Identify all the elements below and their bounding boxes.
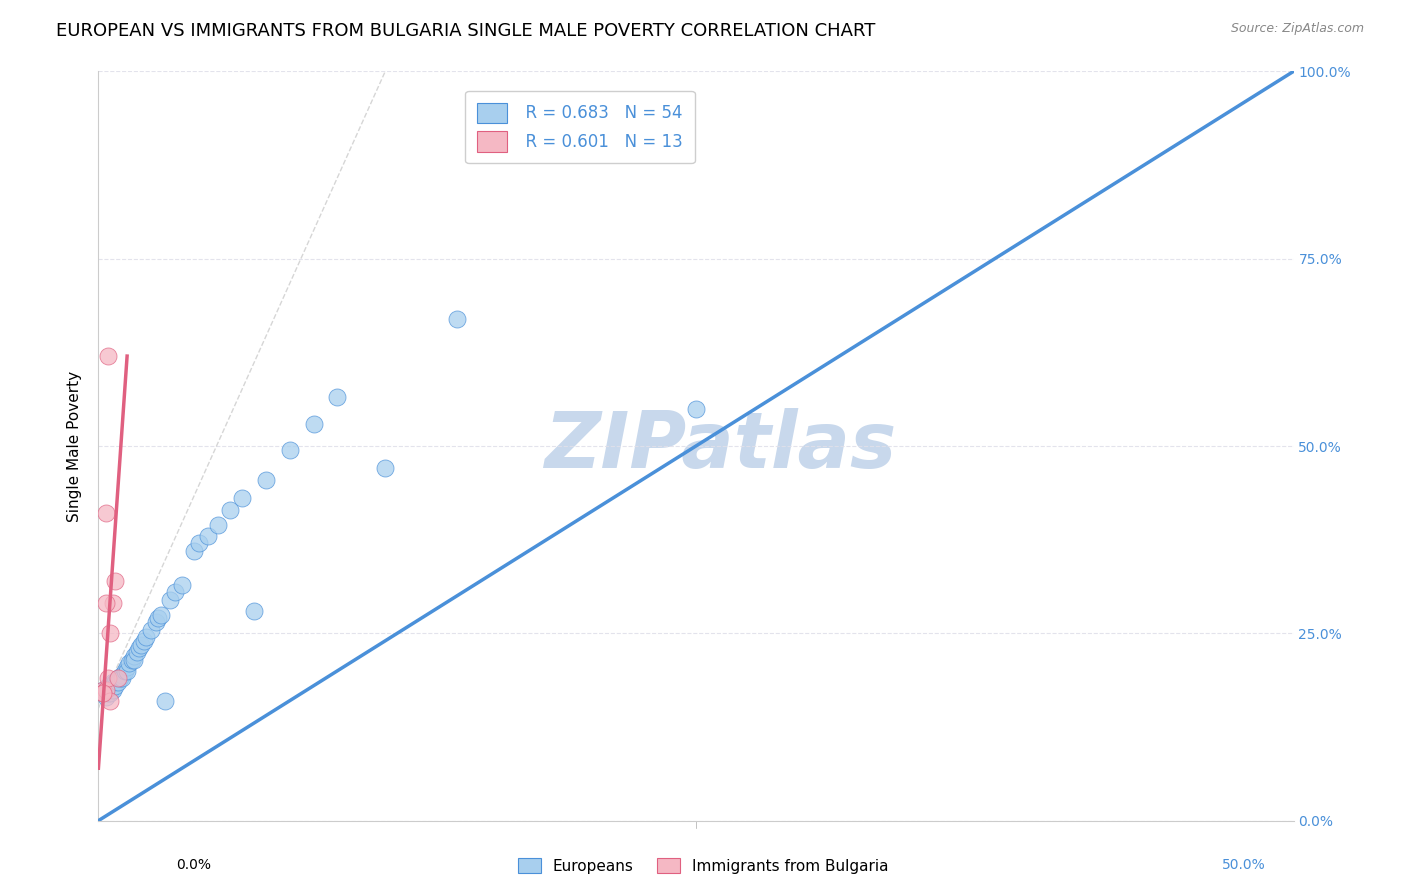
Point [326,390,349,404]
Point [111,671,134,685]
Point [243,604,266,618]
Point [278,442,301,457]
Point [155,694,177,708]
Point [148,611,170,625]
Point [97,349,120,363]
Point [97,679,120,693]
Y-axis label: Single Male Poverty: Single Male Poverty [67,370,83,522]
Point [94,690,117,704]
Point [231,491,253,506]
Legend:   R = 0.683   N = 54,   R = 0.601   N = 13: R = 0.683 N = 54, R = 0.601 N = 13 [465,91,695,163]
Point [101,675,124,690]
Point [302,417,325,431]
Point [107,671,129,685]
Point [172,577,194,591]
Point [104,679,127,693]
Point [446,311,468,326]
Point [254,473,277,487]
Point [132,633,155,648]
Text: Source: ZipAtlas.com: Source: ZipAtlas.com [1230,22,1364,36]
Point [139,623,162,637]
Point [104,675,127,690]
Point [187,536,209,550]
Text: EUROPEAN VS IMMIGRANTS FROM BULGARIA SINGLE MALE POVERTY CORRELATION CHART: EUROPEAN VS IMMIGRANTS FROM BULGARIA SIN… [56,22,876,40]
Text: ZIPatlas: ZIPatlas [544,408,896,484]
Point [97,671,120,685]
Point [101,682,124,697]
Point [104,574,127,588]
Point [101,596,124,610]
Point [91,686,114,700]
Point [219,502,242,516]
Point [91,682,114,697]
Point [124,652,146,666]
Point [207,517,229,532]
Point [94,596,117,610]
Point [98,679,122,693]
Text: 50.0%: 50.0% [1222,858,1265,872]
Point [98,694,122,708]
Point [91,686,114,700]
Point [197,529,219,543]
Point [125,645,148,659]
Point [183,544,205,558]
Point [159,592,181,607]
Point [115,664,138,678]
Point [115,660,138,674]
Point [101,679,124,693]
Point [97,686,120,700]
Point [135,630,157,644]
Point [374,461,396,475]
Point [118,657,141,671]
Point [98,686,122,700]
Point [124,648,146,663]
Point [163,585,186,599]
Point [131,638,153,652]
Point [128,641,150,656]
Point [91,686,114,700]
Point [98,626,122,640]
Point [145,615,167,629]
Point [111,667,134,681]
Point [685,401,707,416]
Point [108,671,131,685]
Point [107,675,129,690]
Point [98,682,122,697]
Legend: Europeans, Immigrants from Bulgaria: Europeans, Immigrants from Bulgaria [512,852,894,880]
Point [94,682,117,697]
Point [149,607,172,622]
Point [91,682,114,697]
Point [121,652,143,666]
Point [107,671,129,685]
Point [94,507,117,521]
Point [97,682,120,697]
Point [94,682,117,697]
Point [114,664,136,678]
Text: 0.0%: 0.0% [176,858,211,872]
